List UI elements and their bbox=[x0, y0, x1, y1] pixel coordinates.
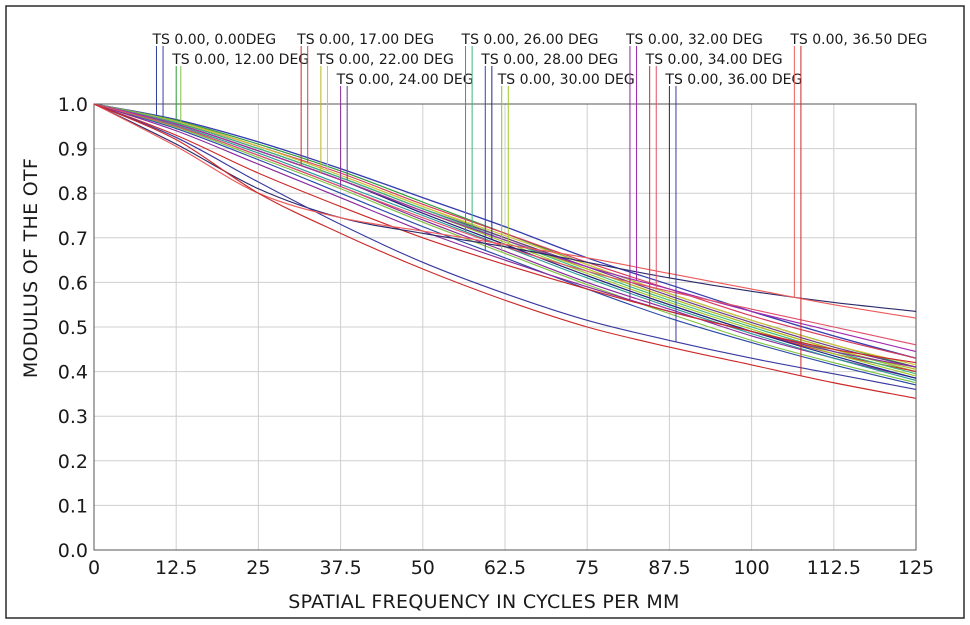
x-tick-label: 125 bbox=[898, 557, 934, 579]
x-axis-ticks: 0 12.5 25 37.5 50 62.5 75 87.5 100 112.5 125 bbox=[88, 557, 934, 579]
mtf-curve-tangential bbox=[93, 103, 917, 319]
legend-label: TS 0.00, 26.00 DEG bbox=[461, 32, 599, 48]
y-tick-label: 0.2 bbox=[58, 451, 88, 473]
mtf-curve-sagittal bbox=[93, 103, 917, 359]
y-tick-label: 0.8 bbox=[58, 183, 88, 205]
mtf-curve-sagittal bbox=[93, 103, 917, 399]
y-tick-label: 0.6 bbox=[58, 272, 88, 294]
legend-label: TS 0.00, 30.00 DEG bbox=[497, 72, 635, 88]
mtf-curve-sagittal bbox=[93, 103, 917, 391]
y-axis-ticks: 0.0 0.1 0.2 0.3 0.4 0.5 0.6 0.7 0.8 0.9 1.0 bbox=[58, 94, 88, 562]
x-tick-label: 0 bbox=[88, 557, 100, 579]
y-axis-label: MODULUS OF THE OTF bbox=[20, 158, 42, 378]
x-tick-label: 50 bbox=[411, 557, 435, 579]
x-tick-label: 12.5 bbox=[155, 557, 197, 579]
y-tick-label: 0.3 bbox=[58, 406, 88, 428]
x-tick-label: 100 bbox=[733, 557, 769, 579]
legend-label: TS 0.00, 12.00 DEG bbox=[171, 52, 309, 68]
mtf-curve-sagittal bbox=[93, 103, 917, 353]
mtf-curve-tangential bbox=[93, 103, 917, 312]
legend-label: TS 0.00, 0.00DEG bbox=[151, 32, 276, 48]
x-tick-label: 25 bbox=[246, 557, 270, 579]
y-tick-label: 0.0 bbox=[58, 540, 88, 562]
legend-label: TS 0.00, 32.00 DEG bbox=[625, 32, 763, 48]
y-tick-label: 1.0 bbox=[58, 94, 88, 116]
legend-label: TS 0.00, 36.00 DEG bbox=[664, 72, 802, 88]
y-tick-label: 0.5 bbox=[58, 317, 88, 339]
legend-label: TS 0.00, 22.00 DEG bbox=[316, 52, 454, 68]
legend-label: TS 0.00, 34.00 DEG bbox=[645, 52, 783, 68]
x-tick-label: 37.5 bbox=[319, 557, 361, 579]
legend-label: TS 0.00, 28.00 DEG bbox=[480, 52, 618, 68]
mtf-curves bbox=[93, 103, 917, 399]
y-tick-label: 0.9 bbox=[58, 139, 88, 161]
mtf-curve-tangential bbox=[93, 103, 917, 386]
y-tick-label: 0.4 bbox=[58, 362, 88, 384]
x-axis-label: SPATIAL FREQUENCY IN CYCLES PER MM bbox=[288, 591, 679, 613]
plot-area bbox=[93, 103, 917, 551]
legend-label: TS 0.00, 17.00 DEG bbox=[296, 32, 434, 48]
x-tick-label: 75 bbox=[575, 557, 599, 579]
x-tick-label: 87.5 bbox=[648, 557, 690, 579]
y-tick-label: 0.1 bbox=[58, 495, 88, 517]
mtf-curve-tangential bbox=[93, 103, 917, 384]
x-tick-label: 62.5 bbox=[484, 557, 526, 579]
mtf-curve-tangential bbox=[93, 103, 917, 364]
x-tick-label: 112.5 bbox=[807, 557, 861, 579]
mtf-curve-sagittal bbox=[93, 103, 917, 366]
legend: TS 0.00, 0.00DEG TS 0.00, 12.00 DEG TS 0.0… bbox=[151, 32, 927, 376]
legend-label: TS 0.00, 36.50 DEG bbox=[789, 32, 927, 48]
y-tick-label: 0.7 bbox=[58, 228, 88, 250]
legend-label: TS 0.00, 24.00 DEG bbox=[336, 72, 474, 88]
